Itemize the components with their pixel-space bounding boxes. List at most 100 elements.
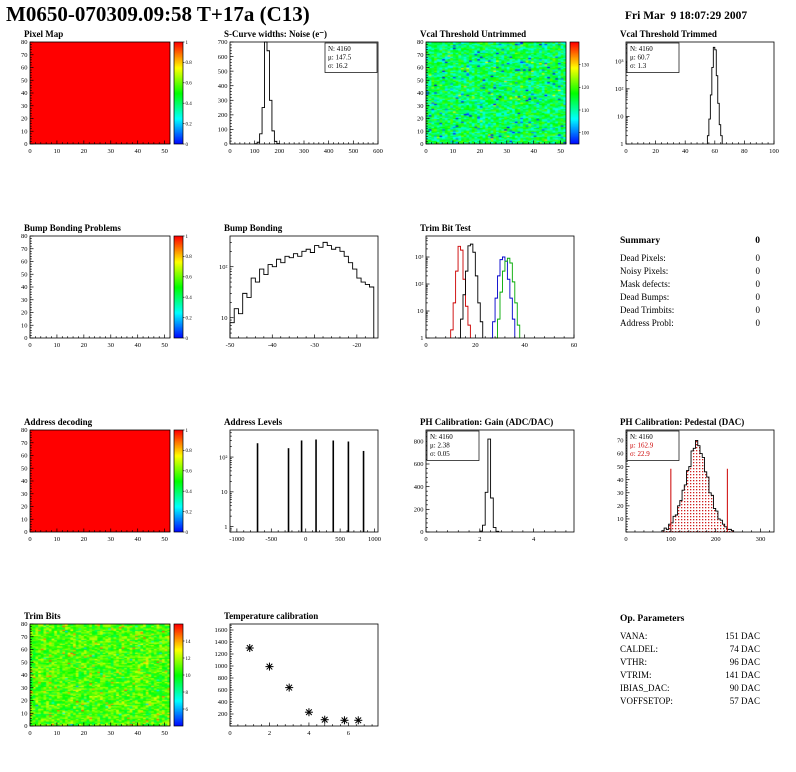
svg-text:10: 10 bbox=[54, 342, 61, 349]
svg-text:N: 4160: N: 4160 bbox=[430, 433, 453, 441]
panel-title: Temperature calibration bbox=[224, 611, 319, 621]
svg-text:0: 0 bbox=[624, 536, 627, 543]
panel-title: Vcal Threshold Trimmed bbox=[620, 29, 717, 39]
heatmap-canvas bbox=[30, 624, 170, 726]
svg-text:100: 100 bbox=[218, 127, 228, 134]
svg-text:50: 50 bbox=[161, 536, 168, 543]
panel-title: Pixel Map bbox=[24, 29, 64, 39]
svg-text:6: 6 bbox=[347, 730, 351, 737]
colorbar-canvas bbox=[174, 624, 183, 726]
svg-text:0: 0 bbox=[24, 723, 27, 730]
summary-row: Dead Pixels: 0 bbox=[620, 253, 760, 263]
colorbar-canvas bbox=[174, 430, 183, 532]
svg-text:40: 40 bbox=[21, 90, 28, 97]
svg-text:400: 400 bbox=[324, 148, 334, 155]
svg-text:20: 20 bbox=[81, 730, 88, 737]
panel-title: Address decoding bbox=[24, 417, 93, 427]
svg-text:10³: 10³ bbox=[415, 254, 424, 261]
panel-title: Trim Bits bbox=[24, 611, 61, 621]
svg-text:200: 200 bbox=[414, 507, 424, 514]
svg-text:0: 0 bbox=[28, 342, 31, 349]
svg-text:0: 0 bbox=[420, 529, 423, 536]
svg-text:1200: 1200 bbox=[215, 651, 228, 658]
svg-text:200: 200 bbox=[274, 148, 284, 155]
svg-text:50: 50 bbox=[21, 77, 28, 84]
heatmap-canvas bbox=[426, 42, 566, 144]
svg-text:100: 100 bbox=[769, 148, 779, 155]
svg-text:40: 40 bbox=[21, 478, 28, 485]
panel-title: S-Curve widths: Noise (e⁻) bbox=[224, 29, 327, 39]
svg-text:80: 80 bbox=[21, 39, 28, 46]
op-parameter-row: VOFFSETOP: 57 DAC bbox=[620, 696, 760, 706]
svg-text:-500: -500 bbox=[265, 536, 277, 543]
summary-title: Summary bbox=[620, 236, 661, 246]
svg-text:80: 80 bbox=[21, 621, 28, 628]
op-parameter-row: CALDEL: 74 DAC bbox=[620, 644, 760, 654]
svg-text:0: 0 bbox=[186, 143, 189, 148]
svg-text:30: 30 bbox=[417, 103, 424, 110]
svg-text:2: 2 bbox=[268, 730, 271, 737]
svg-text:40: 40 bbox=[134, 148, 141, 155]
temperature-calibration-plot: 0 2 4 6 200 400 600 800 1000 1200 1400 1600 bbox=[215, 623, 379, 737]
heatmap-canvas bbox=[30, 42, 170, 144]
svg-text:μ: 147.5: μ: 147.5 bbox=[328, 54, 352, 62]
svg-text:10: 10 bbox=[54, 536, 61, 543]
svg-text:800: 800 bbox=[218, 675, 228, 682]
svg-text:N: 4160: N: 4160 bbox=[630, 433, 653, 441]
svg-text:σ: 0.05: σ: 0.05 bbox=[430, 450, 450, 458]
bump-problems-plot: 00.20.40.60.810 10 20 30 40 50010203040506070… bbox=[21, 233, 193, 349]
svg-text:70: 70 bbox=[417, 52, 424, 59]
svg-text:10: 10 bbox=[21, 322, 28, 329]
svg-text:0: 0 bbox=[24, 141, 27, 148]
panel-title: Vcal Threshold Untrimmed bbox=[420, 29, 527, 39]
svg-text:20: 20 bbox=[81, 148, 88, 155]
summary-row: Noisy Pixels: 0 bbox=[620, 266, 760, 276]
svg-text:1: 1 bbox=[186, 429, 189, 434]
svg-text:10: 10 bbox=[417, 308, 424, 315]
panel-title: PH Calibration: Gain (ADC/DAC) bbox=[420, 417, 554, 427]
summary-row: Address Probl: 0 bbox=[620, 318, 760, 328]
svg-text:10: 10 bbox=[221, 315, 228, 322]
svg-text:40: 40 bbox=[417, 90, 424, 97]
svg-text:30: 30 bbox=[21, 685, 28, 692]
svg-text:60: 60 bbox=[617, 451, 624, 458]
svg-text:70: 70 bbox=[21, 52, 28, 59]
svg-text:0.4: 0.4 bbox=[186, 102, 193, 107]
svg-text:50: 50 bbox=[161, 148, 168, 155]
svg-text:10: 10 bbox=[450, 148, 457, 155]
svg-text:0: 0 bbox=[186, 531, 189, 536]
op-parameters-header: Op. Parameters bbox=[620, 614, 760, 624]
svg-text:10: 10 bbox=[54, 730, 61, 737]
summary-row: Mask defects: 0 bbox=[620, 279, 760, 289]
svg-text:50: 50 bbox=[161, 730, 168, 737]
summary-row: Dead Trimbits: 0 bbox=[620, 305, 760, 315]
svg-text:0.2: 0.2 bbox=[186, 316, 193, 321]
svg-text:60: 60 bbox=[571, 342, 578, 349]
svg-text:-50: -50 bbox=[226, 342, 235, 349]
panel-bump-problems: 0 0.2 0.4 0.6 0.8 1 0 10 20 30 40 50 0 10 20 30 40 50 60 70… bbox=[4, 220, 204, 372]
svg-text:N: 4160: N: 4160 bbox=[630, 45, 653, 53]
svg-text:0.2: 0.2 bbox=[186, 122, 193, 127]
svg-text:70: 70 bbox=[21, 440, 28, 447]
svg-text:40: 40 bbox=[617, 477, 624, 484]
vcal-untrimmed-plot: 100 110 120 130 0 10 20 30 40 50 0 10 20 30 40 50 60 70 80 bbox=[417, 39, 590, 155]
svg-text:14: 14 bbox=[186, 640, 192, 645]
svg-text:0: 0 bbox=[28, 536, 31, 543]
svg-text:600: 600 bbox=[414, 461, 424, 468]
svg-text:10: 10 bbox=[21, 710, 28, 717]
svg-text:μ: 162.9: μ: 162.9 bbox=[630, 442, 654, 450]
summary-block: Summary 0 Dead Pixels: 0 Noisy Pixels: 0 M… bbox=[620, 236, 760, 330]
svg-text:600: 600 bbox=[373, 148, 383, 155]
svg-text:0: 0 bbox=[424, 148, 427, 155]
svg-text:10: 10 bbox=[21, 516, 28, 523]
panel-scurve-noise: 0 100 200 300 400 500 600 0 100 200 300 400 500 600 70… bbox=[204, 26, 404, 178]
panel-address-decoding: 0 0.2 0.4 0.6 0.8 1 0 10 20 30 40 50 0 10 20 30 40 50 60 70… bbox=[4, 414, 204, 566]
svg-text:0.6: 0.6 bbox=[186, 470, 193, 475]
svg-text:40: 40 bbox=[134, 342, 141, 349]
svg-text:30: 30 bbox=[504, 148, 511, 155]
svg-text:10³: 10³ bbox=[615, 58, 624, 65]
svg-text:10²: 10² bbox=[615, 86, 624, 93]
svg-text:40: 40 bbox=[134, 730, 141, 737]
